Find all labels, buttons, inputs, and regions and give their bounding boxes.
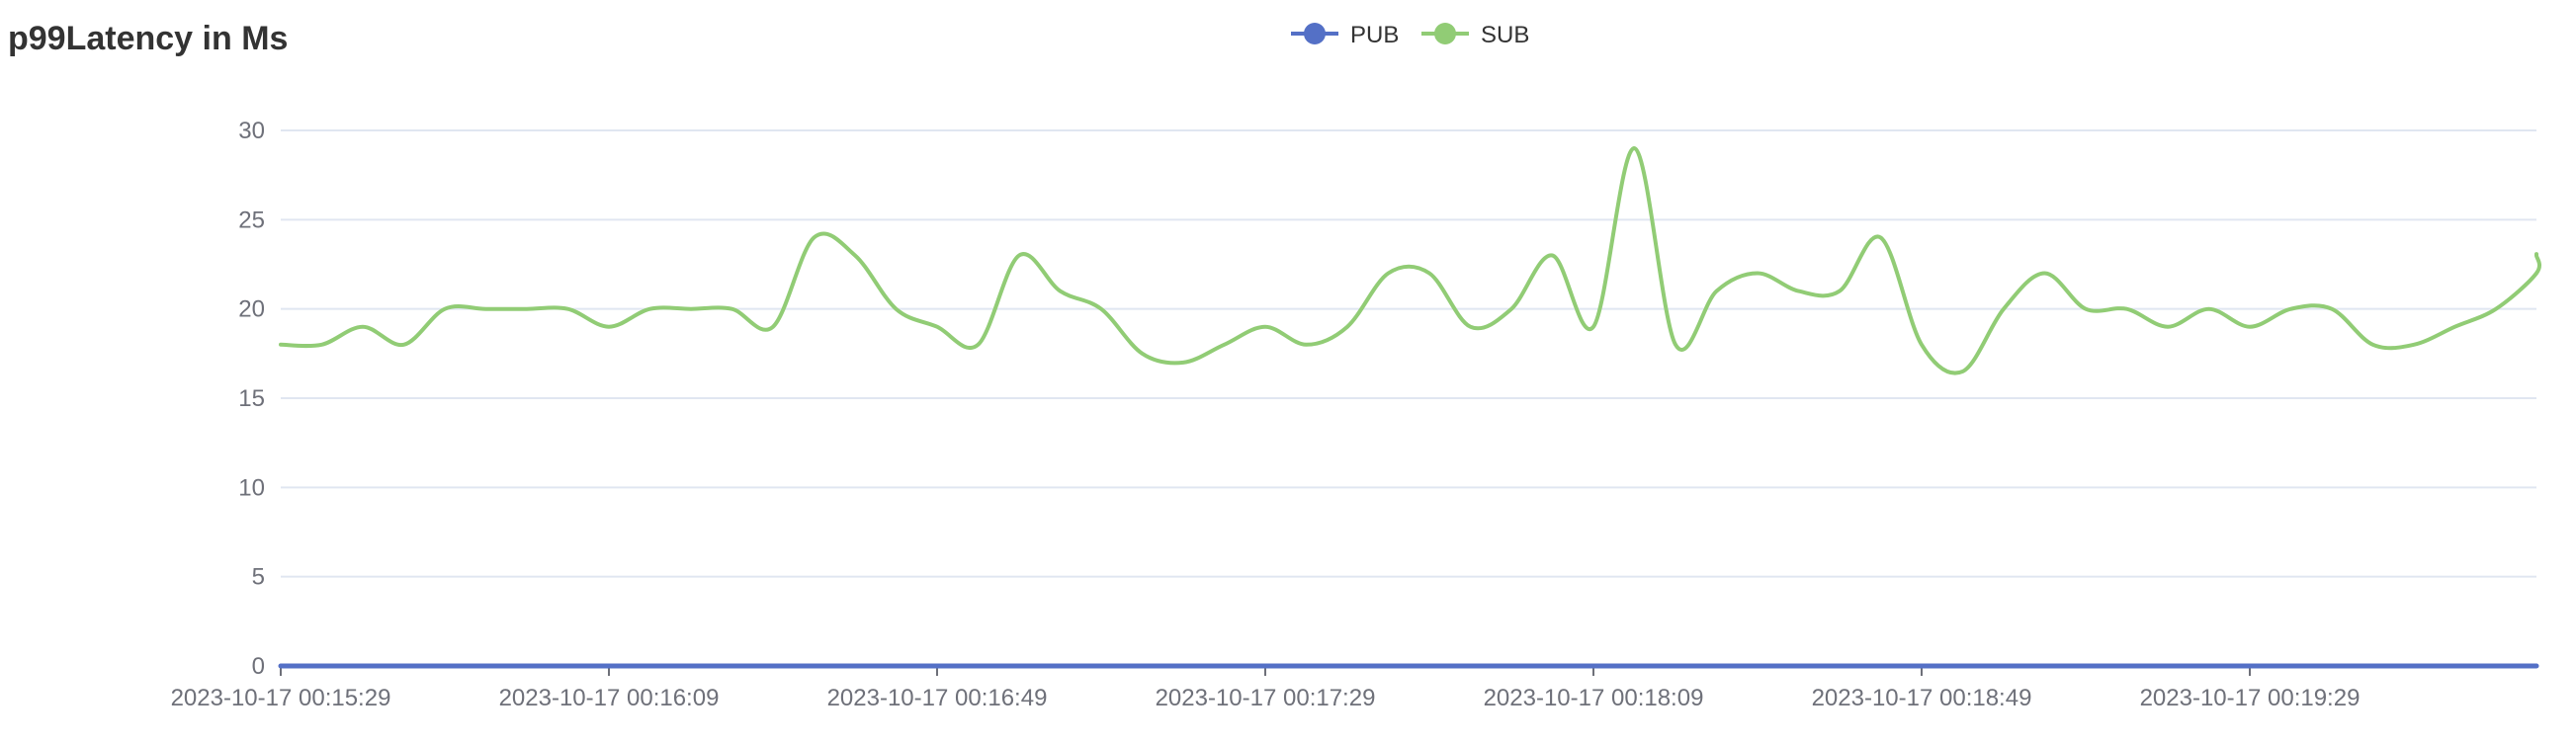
legend-sub-marker bbox=[1434, 23, 1456, 44]
y-tick-label: 20 bbox=[238, 296, 265, 323]
legend-pub-label: PUB bbox=[1350, 22, 1399, 48]
x-tick-label: 2023-10-17 00:16:49 bbox=[827, 685, 1048, 711]
grid-lines bbox=[281, 129, 2536, 578]
x-tick-label: 2023-10-17 00:16:09 bbox=[499, 685, 720, 711]
x-tick-label: 2023-10-17 00:19:29 bbox=[2140, 685, 2361, 711]
y-tick-label: 10 bbox=[238, 474, 265, 501]
x-tick-label: 2023-10-17 00:17:29 bbox=[1156, 685, 1376, 711]
y-tick-label: 30 bbox=[238, 118, 265, 144]
legend: PUB SUB bbox=[1291, 22, 1529, 48]
legend-item-sub[interactable]: SUB bbox=[1421, 22, 1529, 48]
y-axis: 0 5 10 15 20 25 30 bbox=[238, 118, 265, 680]
y-tick-label: 0 bbox=[252, 653, 265, 680]
x-tick-label: 2023-10-17 00:18:09 bbox=[1484, 685, 1704, 711]
legend-item-pub[interactable]: PUB bbox=[1291, 22, 1399, 48]
y-tick-label: 25 bbox=[238, 207, 265, 233]
y-tick-label: 5 bbox=[252, 564, 265, 591]
series-line-sub[interactable] bbox=[279, 146, 2541, 375]
y-tick-label: 15 bbox=[238, 385, 265, 412]
chart-title: p99Latency in Ms bbox=[8, 20, 288, 57]
series-group bbox=[278, 146, 2541, 669]
x-axis: 2023-10-17 00:15:29 2023-10-17 00:16:09 20… bbox=[171, 665, 2536, 711]
legend-pub-marker bbox=[1304, 23, 1326, 44]
legend-sub-label: SUB bbox=[1481, 22, 1529, 48]
x-tick-label: 2023-10-17 00:15:29 bbox=[171, 685, 391, 711]
x-tick-label: 2023-10-17 00:18:49 bbox=[1812, 685, 2032, 711]
